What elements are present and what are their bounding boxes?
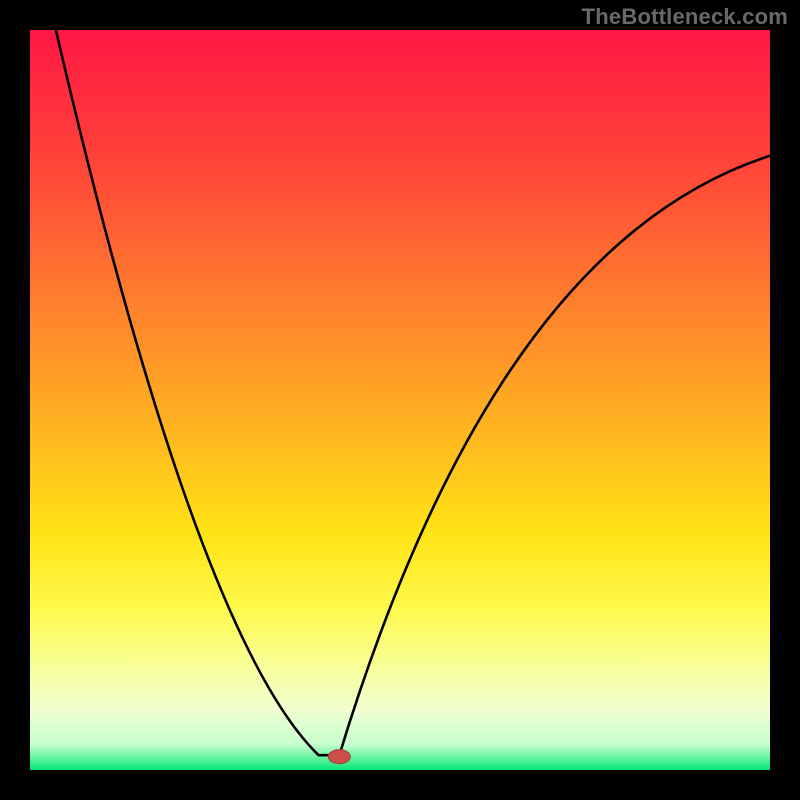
- watermark-text: TheBottleneck.com: [582, 4, 788, 30]
- optimal-point-marker: [328, 750, 350, 764]
- plot-svg: [30, 30, 770, 770]
- gradient-background: [30, 30, 770, 770]
- chart-frame: TheBottleneck.com: [0, 0, 800, 800]
- plot-area: [30, 30, 770, 770]
